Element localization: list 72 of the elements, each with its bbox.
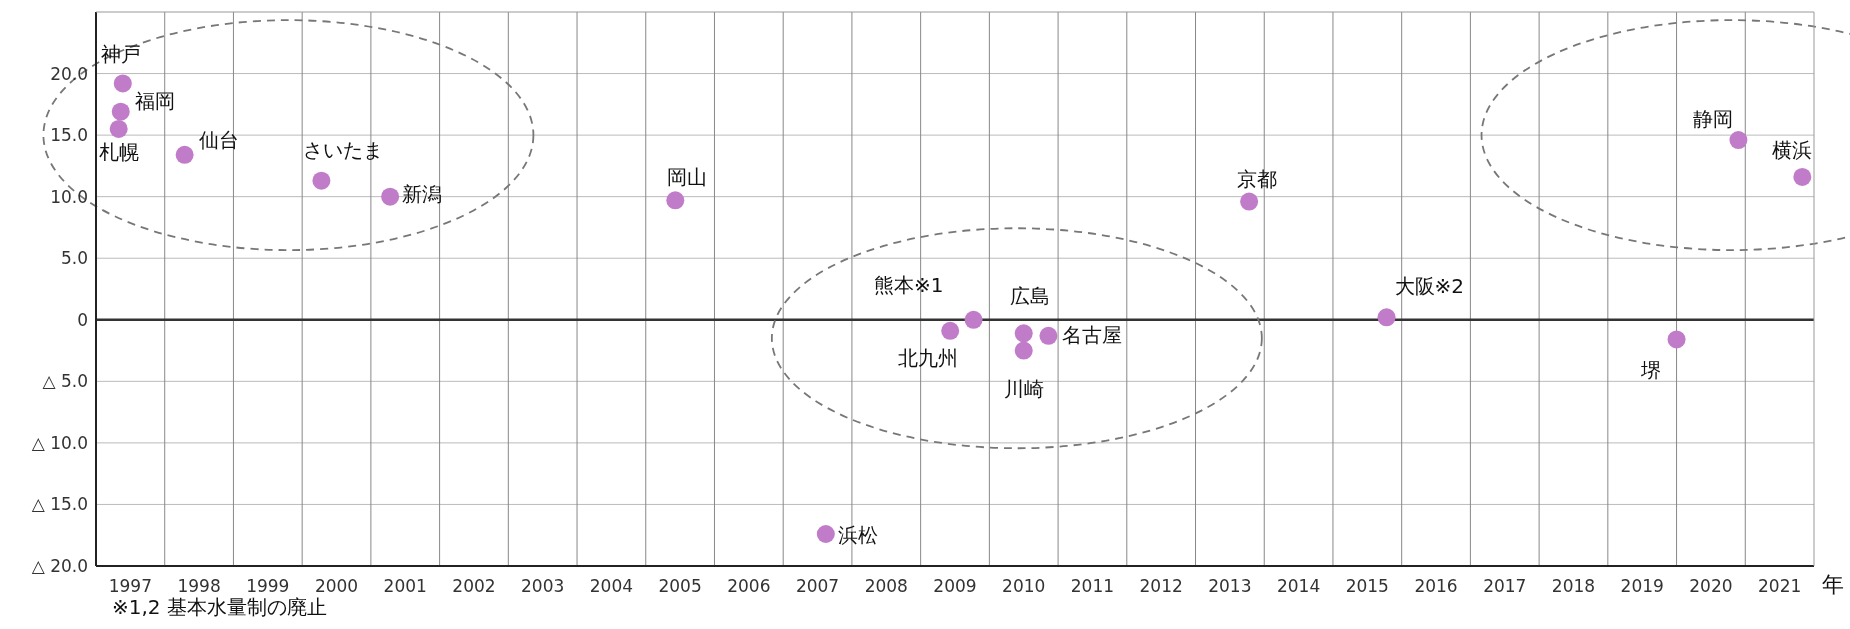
- point: [1377, 308, 1396, 327]
- annotation: 岡山: [667, 165, 708, 190]
- x-tick-label: 2005: [658, 576, 702, 596]
- annotation: 京都: [1237, 166, 1278, 191]
- x-tick-label: 2019: [1620, 576, 1664, 596]
- x-tick-label: 2018: [1551, 576, 1596, 596]
- point: [1240, 192, 1259, 211]
- point: [1729, 131, 1748, 150]
- point: [1667, 330, 1686, 349]
- point: [113, 74, 132, 93]
- annotation: 神戸: [100, 42, 141, 67]
- annotation: さいたま: [303, 137, 384, 162]
- x-tick-label: 2016: [1414, 576, 1458, 596]
- y-tick-label: 20.0: [50, 63, 88, 84]
- x-tick-label: 2003: [521, 576, 565, 596]
- point: [175, 145, 194, 164]
- annotation: 堺: [1639, 358, 1661, 383]
- annotation: 名古屋: [1062, 322, 1123, 347]
- x-tick-label: 2010: [1002, 576, 1046, 596]
- x-tick-label: 1999: [246, 576, 290, 596]
- x-tick-label: 2021: [1758, 576, 1802, 596]
- y-tick-label: 15.0: [50, 125, 88, 146]
- y-tick-label: △ 20.0: [31, 556, 88, 576]
- point: [312, 171, 331, 190]
- point: [111, 102, 130, 121]
- point: [964, 310, 983, 329]
- annotation: 浜松: [837, 522, 878, 547]
- y-tick-label: 0: [77, 309, 88, 330]
- x-tick-label: 2009: [933, 576, 977, 596]
- y-tick-label: 10.0: [50, 186, 88, 207]
- x-tick-label: 1998: [177, 576, 221, 596]
- x-tick-label: 2004: [589, 576, 634, 596]
- annotation: 福岡: [134, 88, 175, 113]
- x-tick-label: 2006: [727, 576, 771, 596]
- point: [816, 524, 835, 543]
- x-tick-label: 2011: [1070, 576, 1115, 596]
- y-tick-label: 5.0: [60, 248, 88, 269]
- annotation: 北九州: [898, 345, 959, 370]
- annotation: 広島: [1009, 284, 1050, 309]
- x-tick-label: 2013: [1208, 576, 1252, 596]
- point: [941, 321, 960, 340]
- x-tick-label: 2014: [1276, 576, 1321, 596]
- y-tick-label: △ 5.0: [42, 371, 88, 392]
- y-tick-label: △ 10.0: [31, 432, 88, 453]
- point: [1793, 167, 1812, 186]
- point: [1014, 324, 1033, 343]
- annotation: 札幌: [98, 139, 139, 164]
- point: [1039, 326, 1058, 345]
- x-tick-label: 2008: [864, 576, 908, 596]
- point: [381, 187, 400, 206]
- y-tick-label: △ 15.0: [31, 494, 88, 515]
- x-tick-label: 2020: [1689, 576, 1733, 596]
- x-axis-title: 年: [1822, 572, 1844, 597]
- x-tick-label: 2000: [314, 576, 359, 596]
- annotation: 静岡: [1693, 107, 1734, 132]
- annotation: 大阪※2: [1394, 274, 1465, 299]
- x-tick-label: 1997: [108, 576, 152, 596]
- x-tick-label: 2012: [1139, 576, 1183, 596]
- point: [666, 191, 685, 210]
- text: ※1,2 基本水量制の廃止: [112, 595, 327, 619]
- annotation: 新潟: [402, 181, 443, 206]
- x-tick-label: 2007: [795, 576, 840, 596]
- point: [1014, 341, 1033, 360]
- annotation: 川崎: [1003, 376, 1044, 401]
- point: [109, 119, 128, 138]
- x-tick-label: 2002: [452, 576, 496, 596]
- annotation: 仙台: [198, 127, 239, 152]
- x-tick-label: 2017: [1483, 576, 1527, 596]
- x-tick-label: 2001: [383, 576, 427, 596]
- annotation: 熊本※1: [874, 272, 944, 297]
- x-tick-label: 2015: [1345, 576, 1389, 596]
- annotation: 横浜: [1772, 137, 1813, 162]
